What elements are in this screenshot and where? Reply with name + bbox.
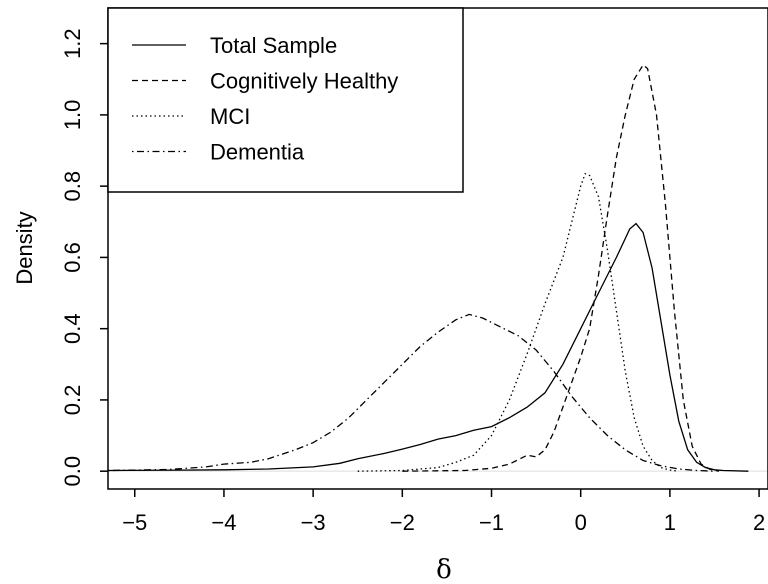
legend: Total Sample Cognitively Healthy MCI Dement… xyxy=(107,7,464,193)
y-tick-label: 0.8 xyxy=(60,171,85,202)
legend-label: MCI xyxy=(210,104,250,129)
x-tick-label: −4 xyxy=(211,510,236,535)
y-tick-label: 0.4 xyxy=(60,313,85,344)
legend-items: Total Sample Cognitively Healthy MCI Dement… xyxy=(132,33,398,165)
x-tick-label: −3 xyxy=(301,510,326,535)
x-tick-label: 1 xyxy=(664,510,676,535)
x-tick-label: −2 xyxy=(390,510,415,535)
series-line-mci xyxy=(357,172,679,472)
x-tick-label: 2 xyxy=(753,510,765,535)
y-tick-label: 0.2 xyxy=(60,385,85,416)
y-tick-label: 1.0 xyxy=(60,100,85,131)
legend-label: Cognitively Healthy xyxy=(210,69,398,94)
series-line-total-sample xyxy=(107,222,749,472)
series-layer xyxy=(107,64,749,472)
legend-label: Dementia xyxy=(210,140,305,165)
x-tick-label: −5 xyxy=(122,510,147,535)
y-tick-label: 1.2 xyxy=(60,28,85,59)
legend-label: Total Sample xyxy=(210,33,337,58)
y-axis: 0.0 0.2 0.4 0.6 0.8 1.0 1.2 xyxy=(60,28,108,486)
series-line-dementia xyxy=(107,313,715,472)
series-line-cognitively-healthy xyxy=(402,64,720,472)
x-tick-label: 0 xyxy=(575,510,587,535)
y-tick-label: 0.0 xyxy=(60,456,85,487)
x-tick-label: −1 xyxy=(479,510,504,535)
legend-box xyxy=(107,7,464,193)
x-axis-title: δ xyxy=(436,555,452,584)
y-axis-title: Density xyxy=(12,211,37,284)
x-axis: −5 −4 −3 −2 −1 0 1 2 xyxy=(122,489,765,535)
y-tick-label: 0.6 xyxy=(60,242,85,273)
